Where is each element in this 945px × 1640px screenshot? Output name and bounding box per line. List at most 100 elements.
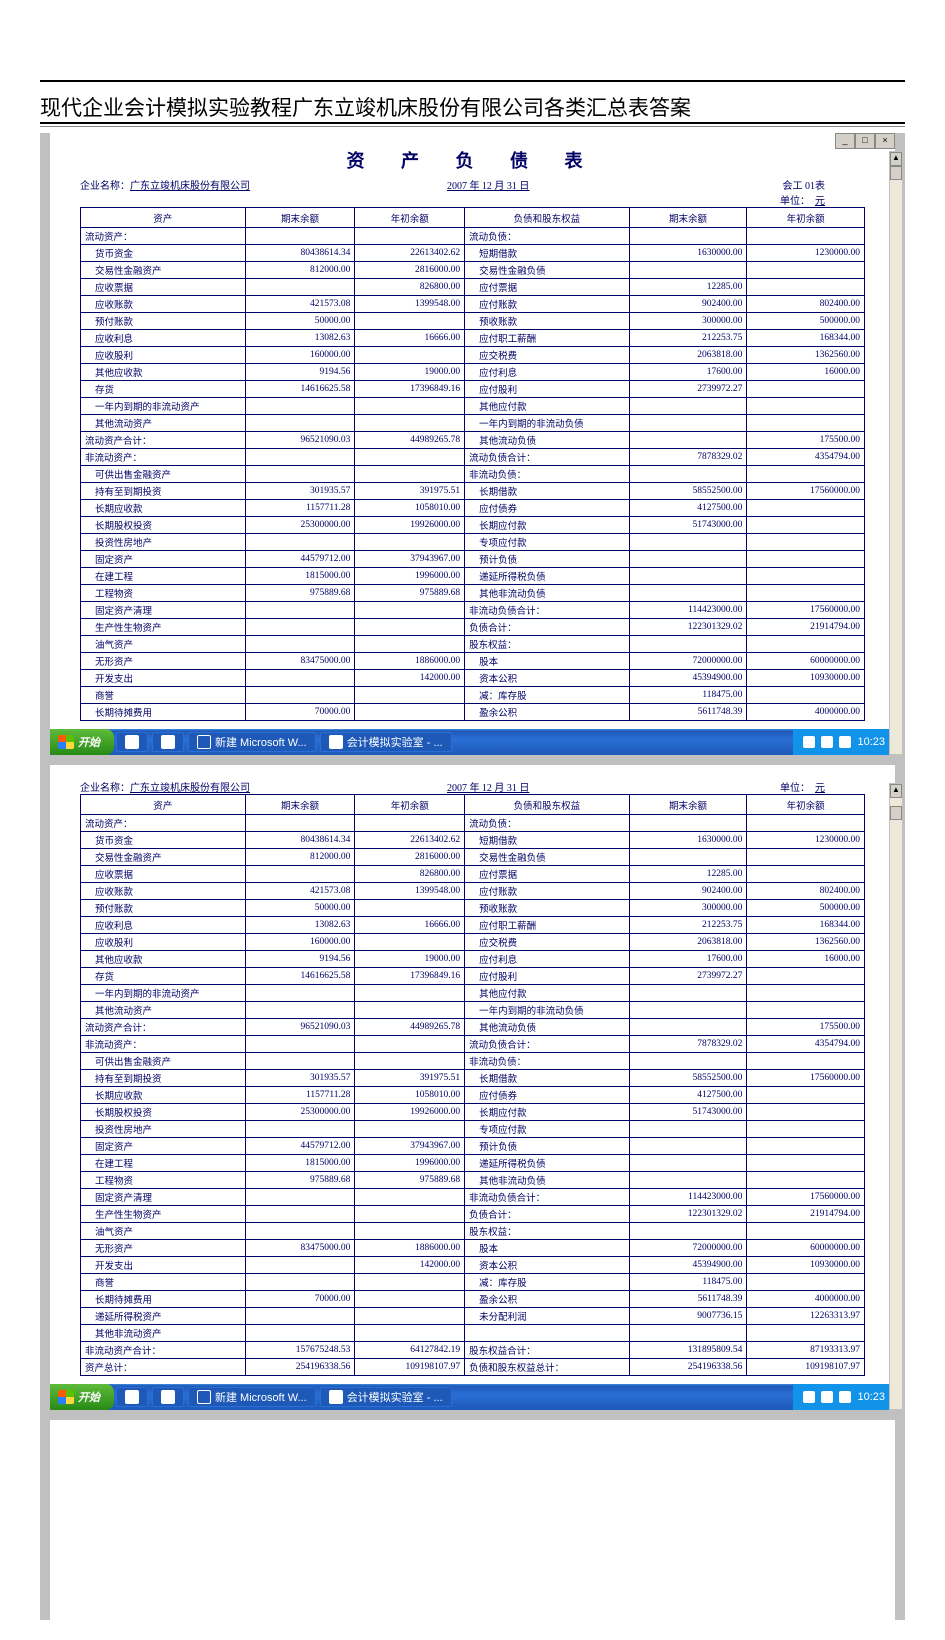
liab-label: 盈余公积 <box>465 704 630 721</box>
liab-label: 未分配利润 <box>465 1308 630 1325</box>
asset-end: 96521090.03 <box>245 1019 355 1036</box>
table-row: 递延所得税资产未分配利润9007736.1512263313.97 <box>81 1308 865 1325</box>
start-button[interactable]: 开始 <box>50 1384 114 1410</box>
table-row: 交易性金融资产812000.002816000.00交易性金融负债 <box>81 262 865 279</box>
form-no: 会工 01表 <box>783 181 826 192</box>
asset-label: 其他应收款 <box>81 951 246 968</box>
col-end-bal: 期末余额 <box>245 208 355 228</box>
liab-beg <box>747 228 865 245</box>
liab-beg <box>747 398 865 415</box>
company-label: 企业名称： <box>80 783 130 794</box>
liab-label: 其他非流动负债 <box>465 1172 630 1189</box>
scroll-thumb[interactable] <box>890 806 902 820</box>
task-label: 新建 Microsoft W... <box>215 734 307 750</box>
asset-label: 生产性生物资产 <box>81 1206 246 1223</box>
liab-label: 应付股利 <box>465 381 630 398</box>
asset-end <box>245 449 355 466</box>
asset-beg: 2816000.00 <box>355 262 465 279</box>
liab-beg <box>747 636 865 653</box>
scroll-up-icon[interactable]: ▲ <box>890 784 902 798</box>
liab-end: 17600.00 <box>629 364 747 381</box>
asset-label: 固定资产 <box>81 1138 246 1155</box>
liab-label <box>465 1325 630 1342</box>
liab-label: 交易性金融负债 <box>465 849 630 866</box>
liab-end <box>629 849 747 866</box>
liab-end <box>629 1019 747 1036</box>
asset-beg <box>355 1308 465 1325</box>
liab-beg: 60000000.00 <box>747 1240 865 1257</box>
table-row: 其他应收款9194.5619000.00应付利息17600.0016000.00 <box>81 951 865 968</box>
asset-beg <box>355 934 465 951</box>
liab-beg: 17560000.00 <box>747 1070 865 1087</box>
liab-end <box>629 1155 747 1172</box>
vertical-scrollbar[interactable]: ▲ <box>889 783 903 1410</box>
asset-beg: 64127842.19 <box>355 1342 465 1359</box>
liab-end: 300000.00 <box>629 313 747 330</box>
minimize-button[interactable]: _ <box>835 133 855 149</box>
start-button[interactable]: 开始 <box>50 729 114 755</box>
taskbar-item-app[interactable]: 会计模拟实验室 - ... <box>320 1387 452 1407</box>
system-tray[interactable]: 10:23 <box>793 1384 895 1410</box>
taskbar-item-app[interactable]: 会计模拟实验室 - ... <box>320 732 452 752</box>
liab-beg <box>747 1002 865 1019</box>
taskbar-item-ie2[interactable] <box>152 732 184 752</box>
liab-label: 应付股利 <box>465 968 630 985</box>
screenshot-divider <box>40 755 905 765</box>
asset-label: 流动资产合计： <box>81 432 246 449</box>
close-button[interactable]: × <box>875 133 895 149</box>
system-tray[interactable]: 10:23 <box>793 729 895 755</box>
liab-beg <box>747 1121 865 1138</box>
liab-label: 负债合计： <box>465 619 630 636</box>
scroll-thumb[interactable] <box>890 166 902 180</box>
maximize-button[interactable]: □ <box>855 133 875 149</box>
asset-label: 非流动资产： <box>81 449 246 466</box>
liab-end <box>629 985 747 1002</box>
taskbar-item-ie[interactable] <box>116 732 148 752</box>
liab-label: 负债和股东权益总计： <box>465 1359 630 1376</box>
asset-label: 其他流动资产 <box>81 415 246 432</box>
asset-label: 固定资产清理 <box>81 1189 246 1206</box>
asset-label: 可供出售金融资产 <box>81 466 246 483</box>
asset-end: 44579712.00 <box>245 551 355 568</box>
taskbar-item-ie[interactable] <box>116 1387 148 1407</box>
asset-label: 工程物资 <box>81 585 246 602</box>
liab-beg <box>747 415 865 432</box>
table-row: 无形资产83475000.001886000.00股本72000000.0060… <box>81 653 865 670</box>
liab-label: 预收账款 <box>465 313 630 330</box>
liab-end: 45394900.00 <box>629 1257 747 1274</box>
liab-end: 131895809.54 <box>629 1342 747 1359</box>
liab-beg: 12263313.97 <box>747 1308 865 1325</box>
liab-label: 其他非流动负债 <box>465 585 630 602</box>
liab-label: 应付账款 <box>465 883 630 900</box>
taskbar-item-word[interactable]: 新建 Microsoft W... <box>188 1387 316 1407</box>
asset-end: 83475000.00 <box>245 653 355 670</box>
liab-end: 4127500.00 <box>629 500 747 517</box>
ie-icon <box>161 1390 175 1404</box>
asset-beg: 1996000.00 <box>355 568 465 585</box>
liab-end: 7878329.02 <box>629 1036 747 1053</box>
asset-end <box>245 1308 355 1325</box>
liab-end <box>629 1138 747 1155</box>
table-row: 开发支出142000.00资本公积45394900.0010930000.00 <box>81 1257 865 1274</box>
liab-label: 应付利息 <box>465 951 630 968</box>
table-row: 货币资金80438614.3422613402.62短期借款1630000.00… <box>81 832 865 849</box>
asset-end: 254196338.56 <box>245 1359 355 1376</box>
col-beg-bal-2: 年初余额 <box>747 795 865 815</box>
table-row: 应收票据826800.00应付票据12285.00 <box>81 866 865 883</box>
asset-beg: 1886000.00 <box>355 653 465 670</box>
liab-label: 非流动负债合计： <box>465 1189 630 1206</box>
vertical-scrollbar[interactable]: ▲ <box>889 151 903 755</box>
report-date: 2007 年 12 月 31 日 <box>378 177 598 192</box>
liab-label: 专项应付款 <box>465 1121 630 1138</box>
window-controls: _ □ × <box>835 133 895 149</box>
liab-label: 应付账款 <box>465 296 630 313</box>
taskbar-item-word[interactable]: 新建 Microsoft W... <box>188 732 316 752</box>
report-date: 2007 年 12 月 31 日 <box>378 779 598 794</box>
liab-beg: 168344.00 <box>747 330 865 347</box>
asset-end <box>245 636 355 653</box>
asset-label: 其他流动资产 <box>81 1002 246 1019</box>
taskbar-item-ie2[interactable] <box>152 1387 184 1407</box>
liab-end <box>629 466 747 483</box>
scroll-up-icon[interactable]: ▲ <box>890 152 902 166</box>
liab-label: 减：库存股 <box>465 1274 630 1291</box>
